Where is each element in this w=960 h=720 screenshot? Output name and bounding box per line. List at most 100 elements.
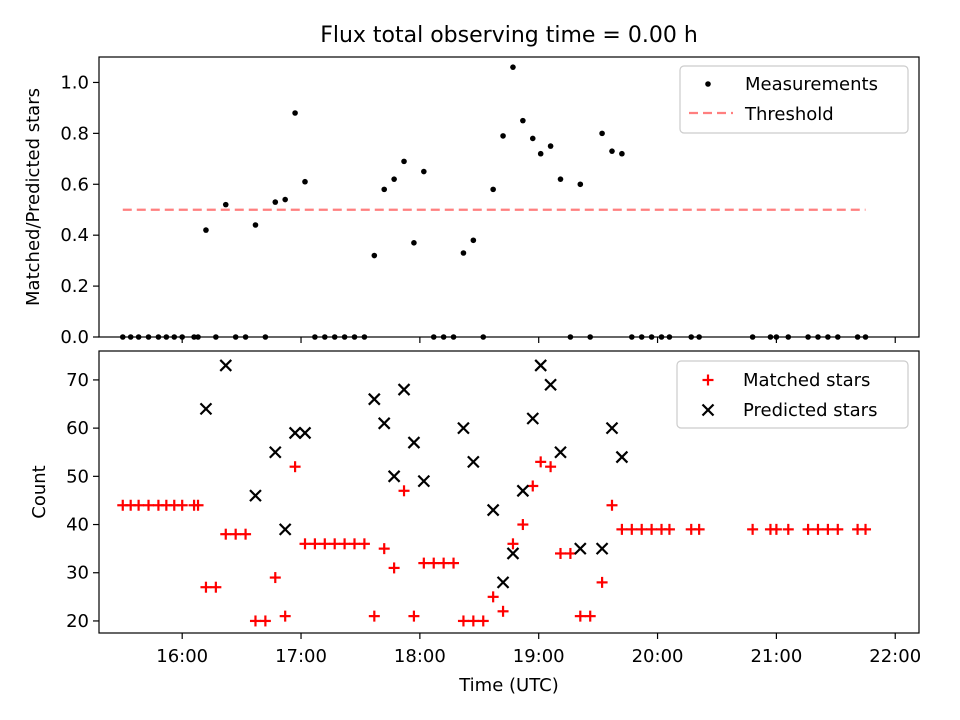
legend-plus-glyph bbox=[702, 374, 714, 386]
x-axis-label: Time (UTC) bbox=[458, 675, 559, 696]
matched-star-point bbox=[143, 499, 155, 511]
legend-box bbox=[679, 65, 909, 134]
predicted-star-point bbox=[506, 547, 520, 560]
y-ticks-count: 20 30 40 50 60 70 bbox=[66, 370, 99, 632]
y-tick-label: 0.4 bbox=[60, 225, 89, 246]
measurement-point bbox=[490, 186, 496, 193]
x-tick-label: 19:00 bbox=[513, 646, 565, 667]
measurement-point bbox=[609, 148, 615, 154]
matched-star-point bbox=[507, 538, 519, 550]
measurement-point bbox=[547, 143, 554, 149]
matched-star-point bbox=[832, 523, 844, 535]
matched-star-point bbox=[448, 557, 460, 569]
predicted-star-point-b bbox=[407, 436, 421, 449]
matched-star-point bbox=[616, 523, 628, 535]
predicted-star-point-b bbox=[387, 470, 401, 483]
measurement-point bbox=[520, 117, 526, 124]
measurement-point bbox=[557, 176, 564, 182]
predicted-star-point bbox=[219, 359, 233, 372]
matched-star-point bbox=[133, 499, 145, 511]
matched-star-point bbox=[210, 581, 222, 593]
legend-label-matched: Matched stars bbox=[743, 370, 870, 391]
measurement-point bbox=[203, 227, 209, 233]
measurement-point bbox=[252, 222, 259, 228]
predicted-star-point-b bbox=[199, 402, 213, 416]
predicted-star-point bbox=[368, 392, 381, 406]
predicted-star-point bbox=[397, 383, 411, 396]
legend-marker-measurements bbox=[705, 81, 711, 87]
measurement-point bbox=[510, 64, 516, 70]
predicted-star-point bbox=[496, 576, 510, 589]
predicted-star-point bbox=[249, 489, 262, 502]
predicted-star-point bbox=[278, 523, 292, 536]
matched-star-point bbox=[663, 523, 675, 535]
predicted-star-point bbox=[554, 445, 567, 459]
x-tick-label: 17:00 bbox=[275, 646, 327, 667]
matched-star-point bbox=[545, 461, 557, 473]
matched-star-point bbox=[418, 557, 430, 569]
matched-star-point bbox=[192, 499, 204, 511]
ratio-panel: Flux total observing time = 0.00 h Match… bbox=[23, 23, 920, 348]
predicted-star-point bbox=[615, 450, 629, 464]
predicted-star-point-b bbox=[496, 576, 510, 589]
matched-star-point bbox=[646, 523, 658, 535]
matched-star-point bbox=[596, 576, 608, 588]
matched-star-point bbox=[428, 557, 440, 569]
predicted-star-point bbox=[486, 503, 500, 517]
predicted-star-point-b bbox=[574, 542, 587, 555]
predicted-star-point bbox=[407, 436, 421, 449]
y-tick-label: 1.0 bbox=[60, 72, 89, 93]
predicted-star-point bbox=[605, 421, 619, 435]
predicted-star-point bbox=[288, 426, 302, 440]
y-tick-label: 0.2 bbox=[60, 276, 89, 297]
matched-star-point bbox=[747, 523, 759, 535]
y-tick-label: 40 bbox=[66, 515, 89, 536]
matched-star-point bbox=[309, 538, 321, 550]
predicted-star-point-b bbox=[298, 426, 312, 440]
measurement-point bbox=[302, 178, 308, 185]
matched-star-point bbox=[517, 519, 529, 531]
y-tick-label: 30 bbox=[66, 563, 89, 584]
predicted-star-point-b bbox=[278, 523, 292, 536]
matched-star-point bbox=[269, 572, 281, 584]
predicted-star-point bbox=[526, 412, 540, 425]
matched-star-point bbox=[279, 610, 291, 622]
matched-star-point bbox=[176, 499, 188, 511]
predicted-star-point bbox=[387, 470, 401, 483]
measurement-point bbox=[500, 133, 506, 139]
predicted-star-point bbox=[269, 445, 282, 459]
predicted-star-point-b bbox=[486, 503, 500, 517]
y-tick-label: 0.6 bbox=[60, 174, 89, 195]
measurement-point bbox=[222, 201, 229, 208]
y-axis-label-count: Count bbox=[29, 465, 50, 518]
predicted-star-point-b bbox=[526, 412, 540, 425]
matched-star-point bbox=[230, 528, 242, 540]
matched-star-point bbox=[822, 523, 834, 535]
predicted-star-point-b bbox=[219, 359, 233, 372]
matched-star-point bbox=[527, 480, 539, 492]
count-points bbox=[117, 359, 872, 627]
matched-star-point bbox=[299, 538, 311, 550]
predicted-star-point bbox=[457, 421, 470, 435]
predicted-star-point bbox=[298, 426, 312, 440]
count-plot-frame bbox=[98, 350, 920, 634]
y-tick-label: 70 bbox=[66, 370, 89, 391]
matched-star-point bbox=[497, 605, 509, 617]
matched-star-point bbox=[388, 562, 400, 574]
predicted-star-point-b bbox=[377, 417, 391, 430]
legend-marker-matched bbox=[702, 374, 714, 386]
matched-star-point bbox=[249, 615, 261, 627]
matched-star-point bbox=[487, 591, 499, 603]
y-tick-label: 20 bbox=[66, 611, 89, 632]
matched-star-point bbox=[574, 610, 586, 622]
matched-star-point bbox=[782, 523, 794, 535]
measurement-point bbox=[391, 176, 397, 182]
predicted-star-point-b bbox=[544, 378, 557, 392]
predicted-star-point-b bbox=[417, 474, 431, 488]
measurement-point bbox=[371, 252, 378, 259]
measurement-point bbox=[411, 240, 417, 246]
matched-star-point bbox=[564, 547, 576, 559]
count-legend: Matched stars Predicted stars bbox=[676, 360, 909, 429]
measurement-point bbox=[599, 130, 605, 137]
